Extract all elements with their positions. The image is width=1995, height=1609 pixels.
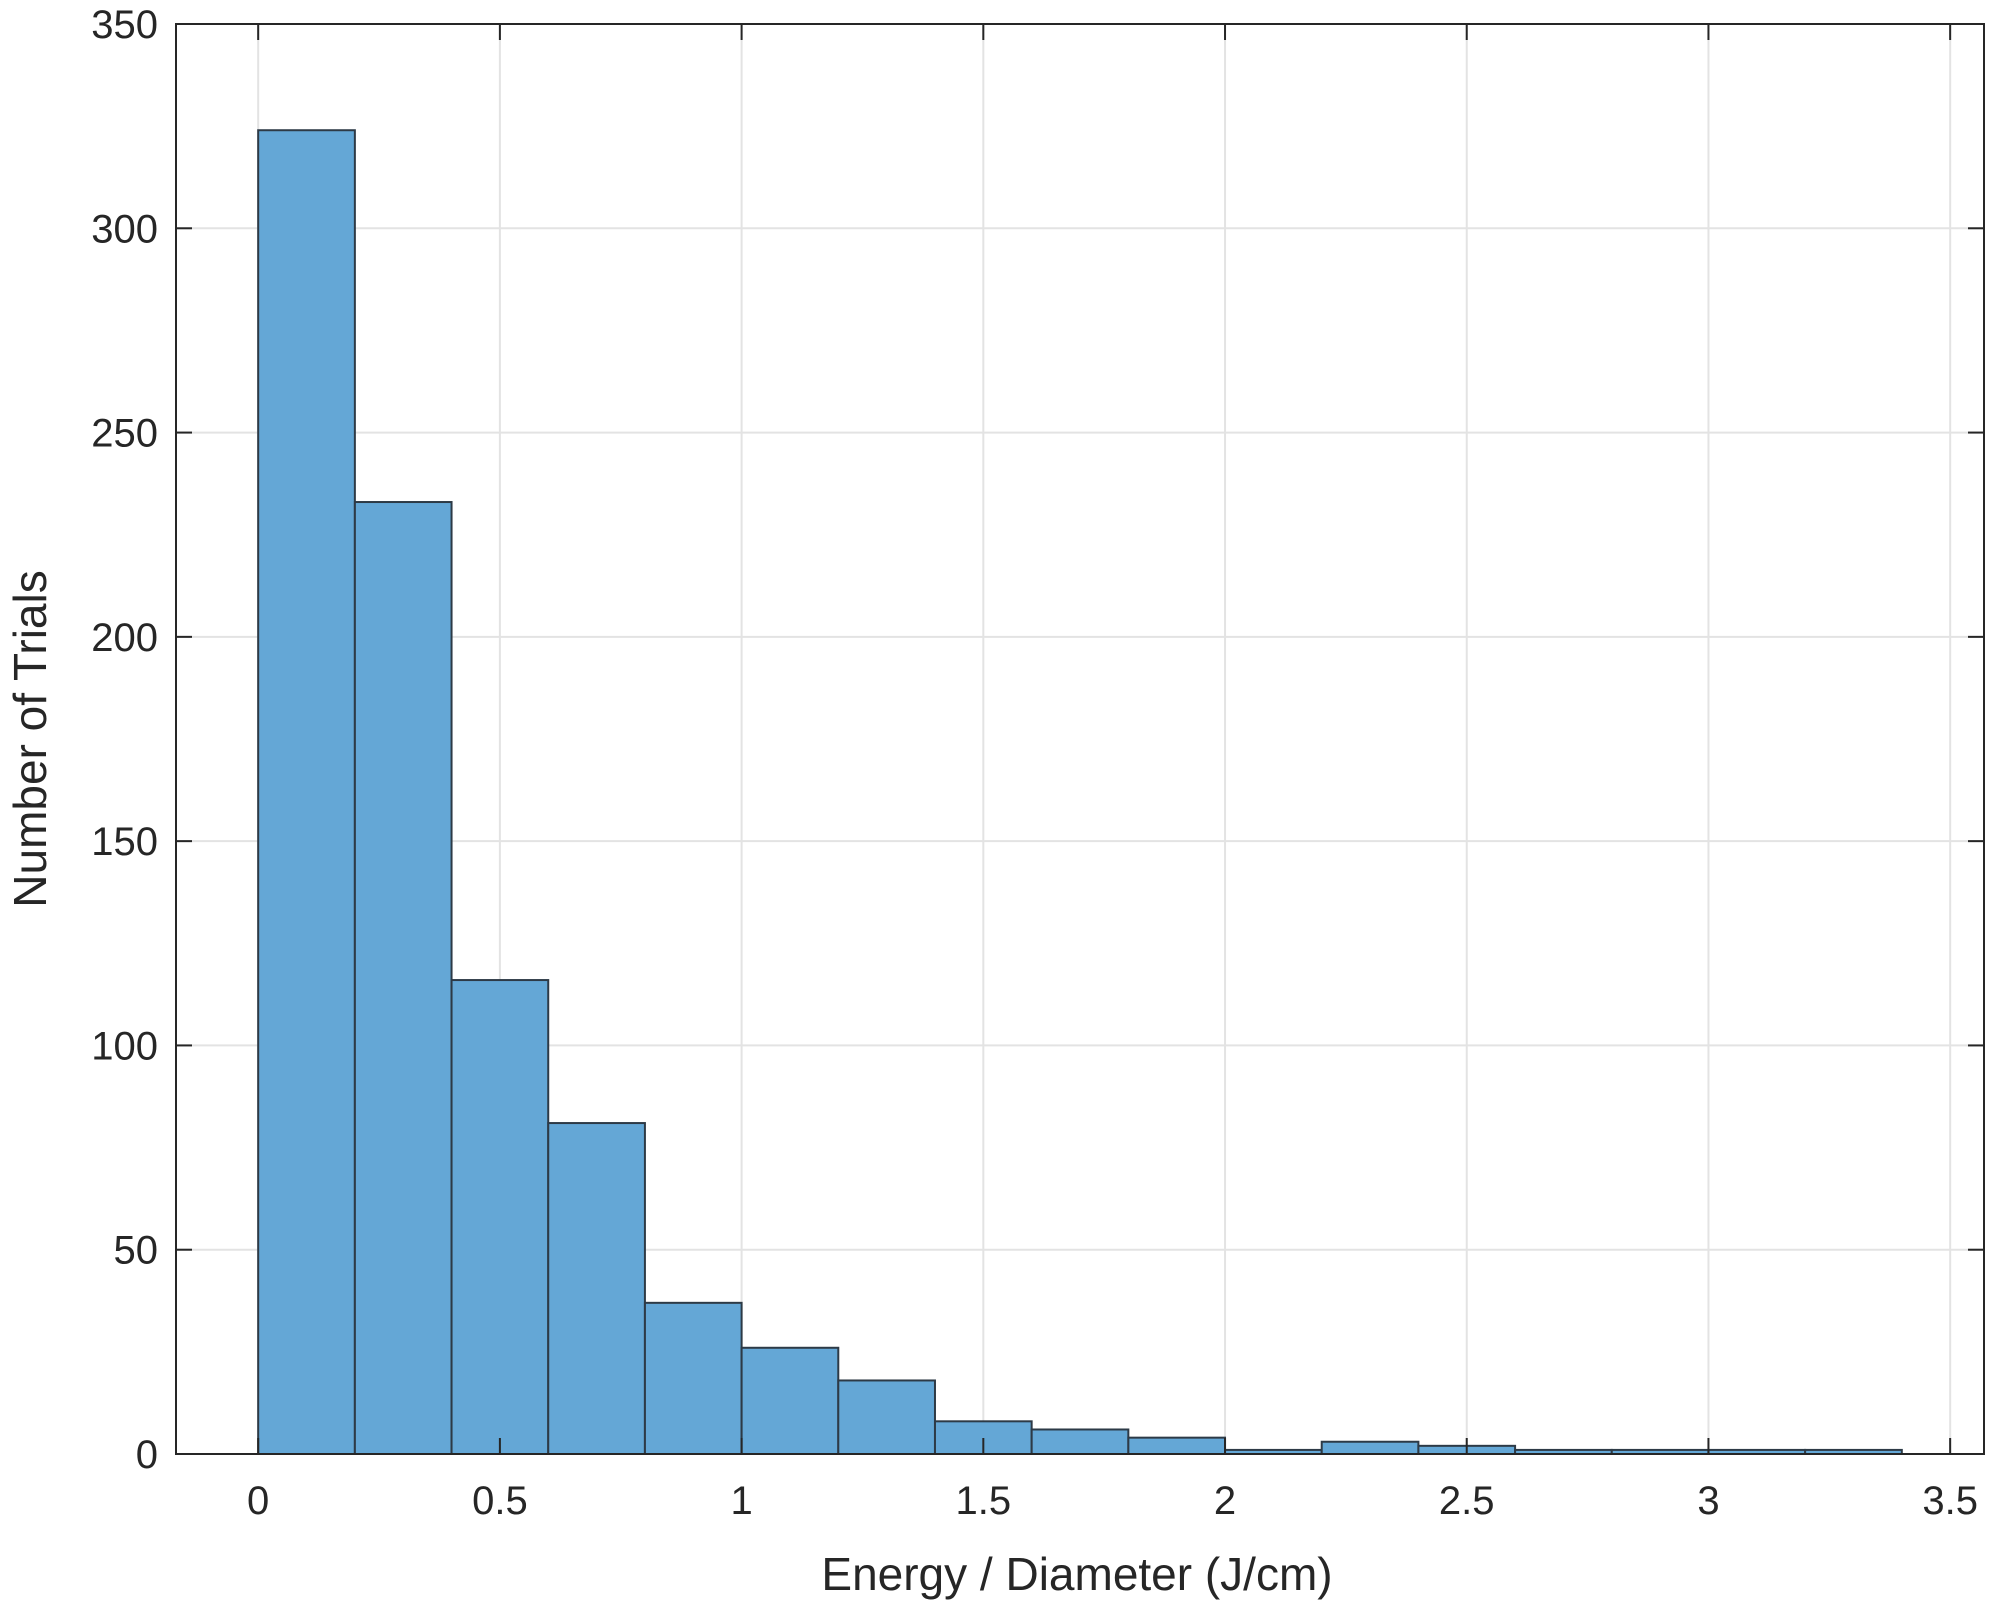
- x-tick-label: 1: [730, 1479, 752, 1523]
- histogram-bar: [450, 979, 550, 1455]
- y-tick-label: 250: [91, 412, 158, 456]
- y-tick-label: 300: [91, 207, 158, 251]
- x-tick-label: 1.5: [956, 1479, 1012, 1523]
- axes-frame: [175, 23, 1985, 1455]
- y-tick-label: 50: [114, 1229, 159, 1273]
- histogram-bar: [740, 1346, 840, 1456]
- x-tick-label: 0: [247, 1479, 269, 1523]
- y-tick-label: 100: [91, 1024, 158, 1068]
- x-tick-label: 2: [1214, 1479, 1236, 1523]
- histogram-bar: [1127, 1436, 1227, 1455]
- histogram-bar: [837, 1379, 936, 1456]
- bars-layer: [257, 129, 1903, 1456]
- x-tick-label: 0.5: [472, 1479, 528, 1523]
- x-tick-label: 3.5: [1922, 1479, 1978, 1523]
- histogram-bar: [1320, 1440, 1420, 1455]
- histogram-bar: [257, 129, 356, 1456]
- histogram-bar: [643, 1301, 743, 1456]
- x-tick-label: 3: [1697, 1479, 1719, 1523]
- tick-labels-layer: 0 0.5 1 1.5 2 2.5 3 3.5 0 50 100 150 200 250 300 350: [91, 3, 1978, 1523]
- x-tick-label: 2.5: [1439, 1479, 1495, 1523]
- y-tick-label: 350: [91, 3, 158, 47]
- y-tick-label: 200: [91, 616, 158, 660]
- histogram-bar: [547, 1122, 646, 1455]
- histogram-bar: [353, 501, 453, 1455]
- y-axis-title: Number of Trials: [4, 570, 56, 907]
- y-tick-label: 150: [91, 820, 158, 864]
- x-axis-title: Energy / Diameter (J/cm): [821, 1548, 1332, 1600]
- y-tick-label: 0: [136, 1433, 158, 1477]
- histogram-bar: [1030, 1428, 1130, 1456]
